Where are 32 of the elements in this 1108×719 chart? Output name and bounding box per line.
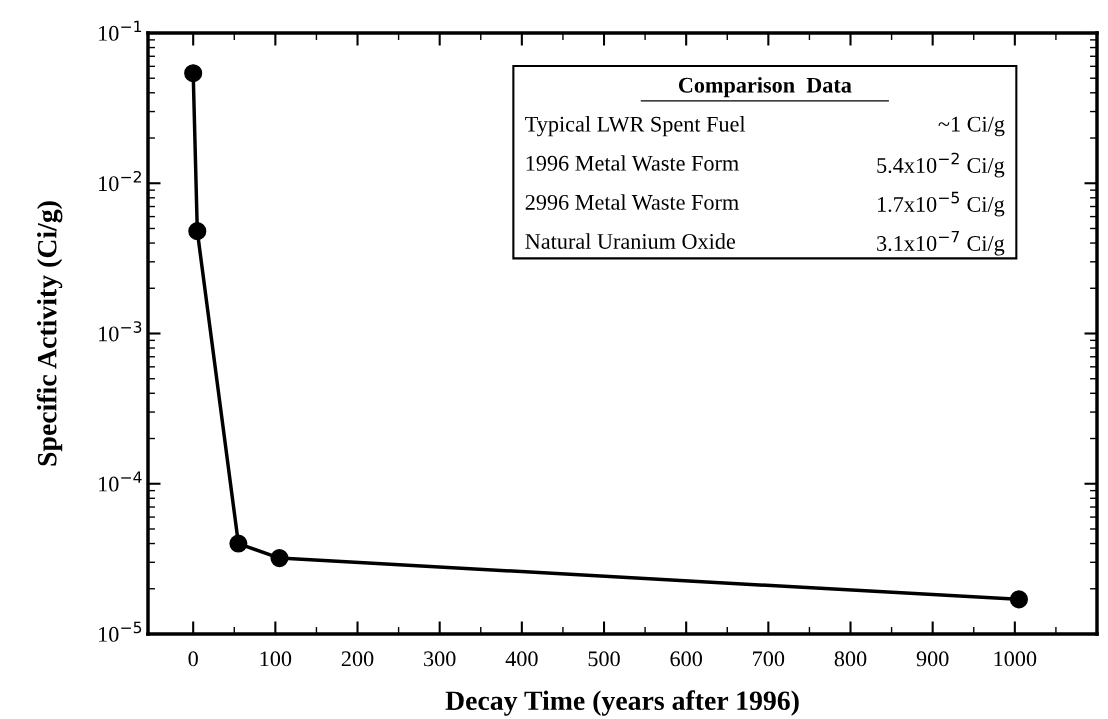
annotation: Natural Uranium Oxide [525,233,736,249]
x-tick-label: 400 [505,651,538,667]
x-tick-label: 600 [670,651,702,667]
y-axis-title: Specific Activity (Ci/g) [36,201,63,466]
point [270,549,289,568]
y-tick-label: 10$^{−3}$ [99,321,142,342]
x-tick-label: 700 [753,651,785,667]
y-tick-label: 10$^{−2}$ [99,170,141,192]
x-tick-label: 500 [588,651,620,667]
point [229,534,248,553]
point [188,222,207,241]
annotation: Comparison Data [678,77,852,98]
point [184,64,203,83]
y-tick-label: 10$^{−4}$ [99,471,142,492]
point [1009,590,1028,609]
annotation: 1.7x10$^{−5}$ Ci/g [878,191,1005,217]
annotation: Typical LWR Spent Fuel [525,116,746,137]
x-tick-label: 300 [424,651,456,667]
annotation: 3.1x10$^{−7}$ Ci/g [877,230,1005,256]
annotation: ~1 Ci/g [938,116,1005,137]
x-tick-label: 100 [260,651,292,667]
y-tick-label: 10$^{−5}$ [99,621,142,642]
y-tick-label: 10$^{−1}$ [99,20,142,41]
x-tick-label: 0 [188,651,198,667]
x-tick-label: 800 [834,651,867,667]
x-tick-label: 200 [341,651,374,667]
annotation: 5.4x10$^{−2}$ Ci/g [877,152,1005,178]
annotation: 2996 Metal Waste Form [525,194,739,210]
annotation: 1996 Metal Waste Form [526,155,739,171]
x-axis-title: Decay Time (years after 1996) [445,690,799,716]
x-tick-label: 900 [916,651,949,667]
x-tick-label: 1000 [994,651,1037,667]
